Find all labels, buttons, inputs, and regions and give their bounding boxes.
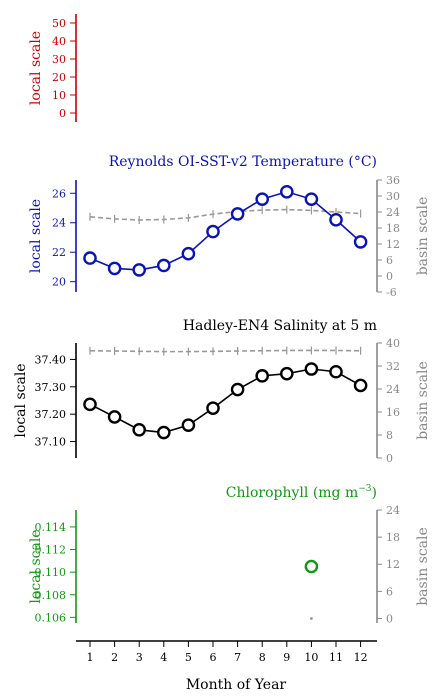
left-tick-label: 37.10	[35, 436, 67, 449]
local-data-point	[230, 207, 245, 221]
local-data-point	[206, 224, 220, 239]
local-series-line	[89, 190, 362, 271]
basin-series-line	[89, 208, 361, 221]
local-data-point	[304, 192, 319, 206]
x-tick-label: 12	[354, 651, 368, 664]
local-data-point	[181, 246, 196, 261]
local-data-point	[83, 397, 97, 412]
local-data-point	[279, 184, 294, 199]
left-tick-label: 0.108	[35, 589, 67, 602]
x-tick-label: 4	[160, 651, 167, 664]
right-tick-label: 24	[386, 504, 400, 517]
right-tick-label: 0	[386, 270, 393, 283]
title-superscript: −3	[358, 484, 372, 494]
right-tick-label: 16	[386, 406, 400, 419]
title-end: )	[372, 485, 377, 501]
x-tick-label: 5	[185, 651, 192, 664]
right-tick-label: 40	[386, 337, 400, 350]
local-data-point	[329, 364, 343, 379]
month-axis: 1 2 3 4 5 6 7 8 9 10 11 12	[76, 640, 377, 664]
left-tick-label: 20	[52, 276, 66, 289]
right-tick-label: 6	[386, 254, 393, 267]
left-axis-label: local scale	[28, 529, 44, 603]
left-tick-label: 0.106	[35, 611, 67, 624]
right-tick-label: 24	[386, 383, 400, 396]
left-tick-label: 40	[52, 35, 66, 48]
local-data-point	[132, 263, 146, 277]
left-tick-label: 30	[52, 53, 66, 66]
left-tick-label: 37.40	[35, 353, 67, 366]
panel-empty: 0 10 20 30 40 50 local scale	[28, 14, 77, 122]
local-data-point	[107, 410, 122, 424]
local-data-point	[304, 362, 319, 376]
panel-salinity: 37.10 37.20 37.30 37.40 local scale 0 8 16 24 32 4…	[13, 318, 431, 465]
local-series-line	[89, 368, 361, 434]
local-data-point	[304, 559, 319, 574]
left-axis-label: local scale	[13, 363, 29, 437]
local-data-point	[255, 192, 270, 206]
x-tick-label: 10	[304, 651, 318, 664]
panel-title: Chlorophyll (mg m−3)	[226, 484, 377, 501]
local-data-point	[156, 425, 171, 440]
right-tick-label: 18	[386, 531, 400, 544]
left-tick-label: 10	[52, 89, 66, 102]
right-tick-label: 6	[386, 585, 393, 598]
x-axis-label: Month of Year	[186, 677, 287, 693]
x-tick-label: 1	[87, 651, 94, 664]
right-tick-label: 24	[386, 206, 400, 219]
panel-sst: 20 22 24 26 local scale -6 0 6 12 18 24 30 36 basin s…	[28, 154, 431, 299]
x-tick-label: 2	[111, 651, 118, 664]
x-tick-label: 6	[210, 651, 217, 664]
left-tick-label: 0	[59, 107, 66, 120]
right-tick-label: 8	[386, 429, 393, 442]
local-data-point	[107, 261, 122, 276]
left-tick-label: 0.114	[35, 521, 67, 534]
left-tick-label: 22	[52, 246, 66, 259]
local-data-point	[279, 366, 294, 381]
basin-series-line	[89, 349, 361, 353]
x-tick-label: 8	[259, 651, 266, 664]
left-tick-label: 24	[52, 217, 66, 230]
right-axis-label: basin scale	[415, 361, 431, 440]
right-tick-label: 12	[386, 238, 400, 251]
left-tick-label: 50	[52, 17, 66, 30]
right-tick-label: 12	[386, 558, 400, 571]
right-tick-label: 30	[386, 190, 400, 203]
local-data-point	[353, 235, 368, 249]
left-tick-label: 0.110	[35, 566, 67, 579]
right-axis-label: basin scale	[415, 197, 431, 276]
left-axis-label: local scale	[28, 31, 44, 105]
left-tick-label: 37.30	[35, 381, 67, 394]
local-data-point	[206, 401, 220, 415]
left-tick-label: 20	[52, 71, 66, 84]
right-tick-label: 0	[386, 452, 393, 465]
right-tick-label: 36	[386, 174, 400, 187]
left-axis-label: local scale	[28, 199, 44, 273]
right-tick-label: 32	[386, 360, 400, 373]
x-tick-label: 9	[283, 651, 290, 664]
panel-title: Hadley-EN4 Salinity at 5 m	[183, 318, 377, 334]
right-tick-label: -6	[386, 286, 397, 299]
local-data-point	[255, 369, 270, 383]
local-data-point	[83, 251, 97, 265]
x-tick-label: 3	[136, 651, 143, 664]
local-data-point	[181, 418, 196, 432]
right-axis-label: basin scale	[415, 527, 431, 606]
panel-title: Reynolds OI-SST-v2 Temperature (°C)	[109, 154, 377, 170]
left-tick-label: 26	[52, 187, 66, 200]
right-tick-label: 18	[386, 222, 400, 235]
local-data-point	[156, 258, 171, 273]
local-data-point	[230, 382, 245, 397]
left-tick-label: 0.112	[35, 544, 67, 557]
right-tick-label: 0	[386, 612, 393, 625]
x-tick-label: 7	[234, 651, 241, 664]
basin-marker	[310, 617, 313, 620]
x-tick-label: 11	[329, 651, 343, 664]
local-data-point	[132, 422, 146, 437]
local-data-point	[329, 212, 343, 227]
left-tick-label: 37.20	[35, 408, 67, 421]
local-data-point	[353, 378, 368, 393]
